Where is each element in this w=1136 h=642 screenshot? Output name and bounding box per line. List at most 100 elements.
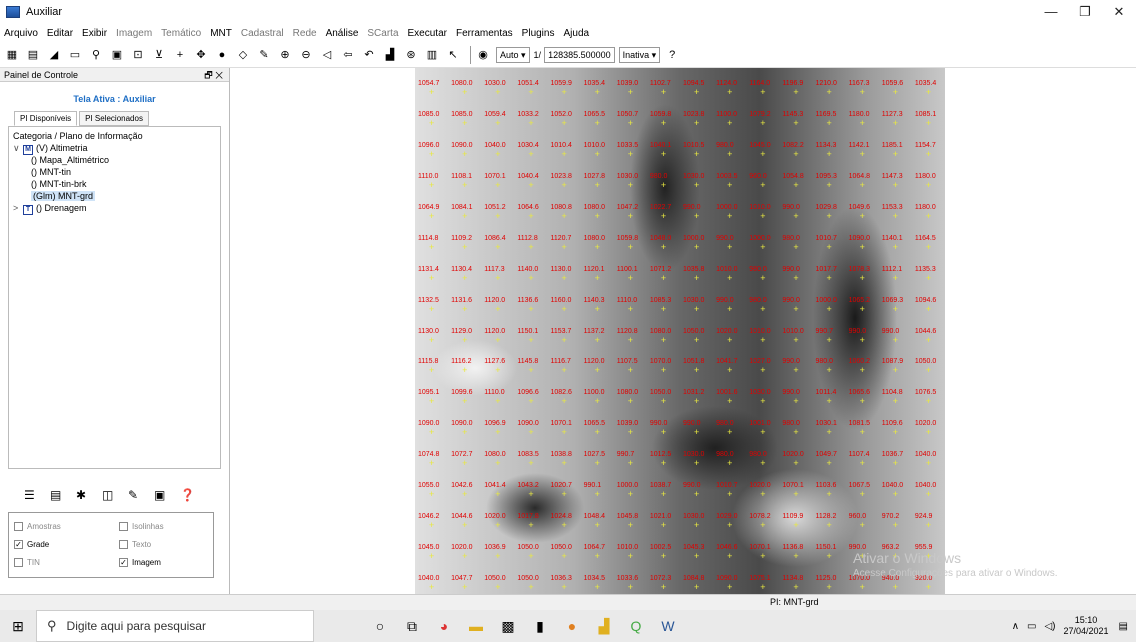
grid-node-marker: + — [627, 520, 634, 531]
maximize-button[interactable]: ❐ — [1079, 4, 1091, 19]
menu-item-rede[interactable]: Rede — [292, 27, 317, 39]
volume-icon[interactable]: ◁) — [1044, 620, 1056, 632]
grid-value: 1109.6 — [881, 420, 903, 428]
dem-grid-image[interactable]: 1054.7 +1080.0 +1030.0 +1051.4 +1059.9 +1035.… — [415, 68, 945, 594]
menu-item-mnt[interactable]: MNT — [210, 27, 232, 39]
qgis-icon[interactable]: Q — [630, 618, 642, 634]
state-select[interactable]: Inativa ▾ — [618, 46, 661, 63]
check-tin[interactable]: TIN — [14, 553, 61, 571]
pi-item-mnt-tin-brk[interactable]: () MNT-tin-brk — [31, 179, 87, 189]
cortana-icon[interactable]: ○ — [375, 618, 385, 634]
check-texto[interactable]: Texto — [119, 535, 164, 553]
pencil-icon[interactable]: ✎ — [128, 488, 139, 502]
cursor-icon[interactable]: ↖ — [448, 48, 458, 61]
menu-item-editar[interactable]: Editar — [46, 27, 74, 39]
tray-arrow-icon[interactable]: ∧ — [1011, 620, 1020, 632]
menu-item-tematico[interactable]: Temático — [161, 27, 202, 39]
checkbox-amostras[interactable] — [14, 521, 23, 531]
zoom-out-icon[interactable]: ⊖ — [301, 48, 311, 61]
menu-item-executar[interactable]: Executar — [407, 27, 447, 39]
zoom-window-icon[interactable]: ⊡ — [133, 48, 143, 61]
back-icon[interactable]: ⇦ — [343, 48, 353, 61]
grid-node-marker: + — [495, 210, 501, 221]
visual-icon[interactable]: ✱ — [76, 488, 87, 502]
pi-tree: Categoria / Plano de Informação ∨ M (V) Al… — [8, 126, 221, 469]
word-icon[interactable]: W — [661, 618, 675, 634]
menu-item-scarta[interactable]: SCarta — [367, 27, 399, 39]
check-imagem[interactable]: ✓ Imagem — [119, 553, 164, 571]
pi-item-mnt-grd[interactable]: (Glm) MNT-grd — [13, 190, 216, 202]
close-button[interactable]: ✕ — [1113, 4, 1125, 19]
tool-icon[interactable]: ⚲ — [91, 48, 101, 61]
grid-node-marker: + — [727, 551, 733, 562]
info-point-icon[interactable]: ● — [218, 48, 226, 61]
map-canvas[interactable]: 1054.7 +1080.0 +1030.0 +1051.4 +1059.9 +1035.… — [231, 68, 1136, 594]
category-altimetria[interactable]: ∨ M (V) Altimetria — [13, 142, 216, 155]
checkbox-texto[interactable] — [119, 539, 128, 549]
menu-item-exibir[interactable]: Exibir — [82, 27, 108, 39]
open-database-icon[interactable]: ▦ — [6, 48, 18, 61]
tab-pi-selecionados[interactable]: PI Selecionados — [79, 111, 149, 126]
pan-icon[interactable]: ✥ — [196, 48, 206, 61]
checkbox-isolinhas[interactable] — [119, 521, 128, 531]
menu-item-imagem[interactable]: Imagem — [116, 27, 153, 39]
check-isolinhas[interactable]: Isolinhas — [119, 517, 164, 535]
cross-icon[interactable]: + — [176, 48, 184, 61]
category-drenagem[interactable]: > T() Drenagem — [13, 202, 216, 215]
grid-value: 1010.0 — [616, 544, 639, 552]
menu-item-arquivo[interactable]: Arquivo — [4, 27, 38, 39]
notifications-icon[interactable]: ▤ — [1118, 620, 1128, 632]
tab-pi-disponiveis[interactable]: PI Disponíveis — [14, 111, 78, 126]
ball-app-icon[interactable]: ● — [567, 618, 577, 634]
menu-item-cadastral[interactable]: Cadastral — [240, 27, 284, 39]
frame-icon[interactable]: ▣ — [154, 488, 166, 502]
check-grade[interactable]: ✓ Grade — [14, 535, 61, 553]
help-circle-icon[interactable]: ❓ — [180, 488, 195, 502]
screen-icon[interactable]: ▭ — [69, 48, 81, 61]
table-view-icon[interactable]: ▤ — [50, 488, 62, 502]
edit-icon[interactable]: ✎ — [259, 48, 269, 61]
file-explorer-icon[interactable]: ▬ — [469, 618, 483, 634]
chrome-icon[interactable]: ◕ — [439, 618, 449, 634]
menu-item-analise[interactable]: Análise — [325, 27, 359, 39]
zoom-mode-select[interactable]: Auto ▾ — [496, 46, 530, 63]
checkbox-tin[interactable] — [14, 557, 23, 567]
cursor-info-icon[interactable]: ◇ — [238, 48, 248, 61]
zoom-in-icon[interactable]: ⊕ — [280, 48, 290, 61]
undo-icon[interactable]: ↶ — [364, 48, 374, 61]
panel-pin-close-icon[interactable]: 🗗 ✕ — [204, 70, 223, 80]
document-icon[interactable]: ▮ — [536, 617, 544, 634]
checkbox-imagem[interactable]: ✓ — [119, 557, 128, 567]
table-icon[interactable]: ▥ — [426, 48, 438, 61]
layers-icon[interactable]: ▟ — [385, 48, 395, 61]
help-icon[interactable]: ? — [669, 48, 676, 61]
draw-icon[interactable]: ◢ — [49, 48, 59, 61]
info-icon[interactable]: ⊻ — [154, 48, 164, 61]
check-amostras[interactable]: Amostras — [14, 517, 61, 535]
menu-item-plugins[interactable]: Plugins — [521, 27, 555, 39]
zoom-pi-icon[interactable]: ⊛ — [406, 48, 416, 61]
chevron-right-icon[interactable]: > — [13, 203, 19, 213]
stats-icon[interactable]: ◫ — [102, 488, 114, 502]
menu-item-ajuda[interactable]: Ajuda — [563, 27, 590, 39]
list-icon[interactable]: ☰ — [24, 488, 35, 502]
windows-start-icon[interactable]: ⊞ — [12, 617, 24, 634]
spring-app-icon[interactable]: ▩ — [501, 617, 515, 634]
chart-app-icon[interactable]: ▟ — [598, 617, 610, 634]
network-icon[interactable]: ▭ — [1027, 620, 1037, 632]
chevron-down-icon[interactable]: ∨ — [13, 143, 20, 153]
task-view-icon[interactable]: ⧉ — [407, 617, 417, 634]
select-icon[interactable]: ▣ — [111, 48, 123, 61]
clock[interactable]: 15:10 27/04/2021 — [1064, 615, 1109, 637]
minimize-button[interactable]: — — [1044, 4, 1058, 19]
eye-icon[interactable]: ◉ — [478, 48, 488, 61]
pi-item-mnt-tin[interactable]: () MNT-tin — [31, 167, 71, 177]
pi-item-mapa-altimetrico[interactable]: () Mapa_Altimétrico — [31, 155, 110, 165]
menu-item-ferramentas[interactable]: Ferramentas — [455, 27, 513, 39]
zoom-area-icon[interactable]: ◁ — [322, 48, 332, 61]
checkbox-grade[interactable]: ✓ — [14, 539, 23, 549]
grid-value: 1059.8 — [616, 234, 639, 242]
grid-icon[interactable]: ▤ — [27, 48, 39, 61]
scale-input[interactable]: 128385.500000 — [544, 46, 615, 63]
taskbar-search[interactable]: ⚲ Digite aqui para pesquisar — [36, 610, 314, 642]
